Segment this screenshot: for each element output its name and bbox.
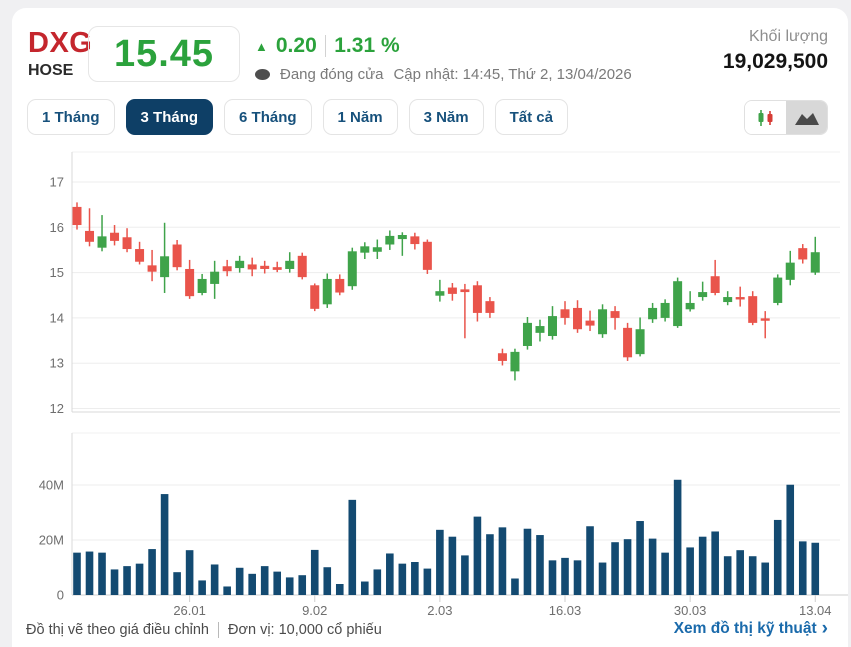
svg-text:14: 14 [50,310,64,325]
change-divider [324,35,327,57]
volume-label: Khối lượng [748,28,828,45]
chart-canvas[interactable]: 17 16 15 14 13 12 40M 20M 0 26.01 9.02 2.03 16.03 30.… [12,8,848,647]
up-arrow-icon: ▲ [255,38,268,54]
svg-text:12: 12 [50,401,64,416]
svg-text:2.03: 2.03 [427,603,452,618]
svg-text:17: 17 [50,175,64,190]
svg-text:20M: 20M [39,533,64,548]
tab-all[interactable]: Tất cả [494,99,568,135]
svg-text:15: 15 [50,265,64,280]
change-percent: 1.31 % [334,34,400,57]
footer-notes: Đồ thị vẽ theo giá điều chỉnh Đơn vị: 10… [26,622,382,638]
adjusted-price-note: Đồ thị vẽ theo giá điều chỉnh [26,622,209,638]
change-value: 0.20 [275,34,317,57]
time-range-tabs: 1 Tháng 3 Tháng 6 Tháng 1 Năm 3 Năm Tất … [27,99,568,135]
svg-text:9.02: 9.02 [302,603,327,618]
exchange-label: HOSE [28,62,74,79]
ticker-symbol: DXG [28,27,93,59]
volume-value: 19,029,500 [722,50,828,73]
svg-text:30.03: 30.03 [674,603,707,618]
chart-type-toggle [744,100,828,135]
area-chart-icon [794,112,819,125]
candlestick-view-button[interactable] [745,101,786,134]
tab-6-months[interactable]: 6 Tháng [224,99,312,135]
svg-text:0: 0 [57,588,64,603]
svg-text:26.01: 26.01 [173,603,206,618]
update-time: Cập nhật: 14:45, Thứ 2, 13/04/2026 [393,66,632,83]
market-status-icon [255,69,270,80]
chart-footer: Đồ thị vẽ theo giá điều chỉnh Đơn vị: 10… [12,617,848,646]
svg-text:16.03: 16.03 [549,603,582,618]
price-change-row: ▲ 0.20 1.31 % [255,34,400,58]
svg-text:16: 16 [50,220,64,235]
technical-chart-link[interactable]: Xem đồ thị kỹ thuật › [673,617,828,639]
price-box: 15.45 [88,26,240,82]
technical-chart-link-label: Xem đồ thị kỹ thuật [673,620,817,637]
area-view-button[interactable] [786,101,827,134]
unit-note: Đơn vị: 10,000 cổ phiếu [228,622,382,638]
svg-text:13.04: 13.04 [799,603,832,618]
candlestick-icon [758,109,772,126]
current-price: 15.45 [113,32,215,75]
tab-3-months[interactable]: 3 Tháng [125,99,214,135]
footer-divider [218,622,219,638]
stock-chart-widget: DXG HOSE 15.45 ▲ 0.20 1.31 % Đang đóng c… [12,8,848,647]
svg-text:13: 13 [50,356,64,371]
market-status-text: Đang đóng cửa [280,66,384,83]
tab-3-years[interactable]: 3 Năm [408,99,484,135]
market-status-row: Đang đóng cửa Cập nhật: 14:45, Thứ 2, 13… [255,66,632,83]
svg-text:40M: 40M [39,478,64,493]
tab-1-year[interactable]: 1 Năm [322,99,398,135]
chevron-right-icon: › [821,617,828,639]
tab-1-month[interactable]: 1 Tháng [27,99,115,135]
